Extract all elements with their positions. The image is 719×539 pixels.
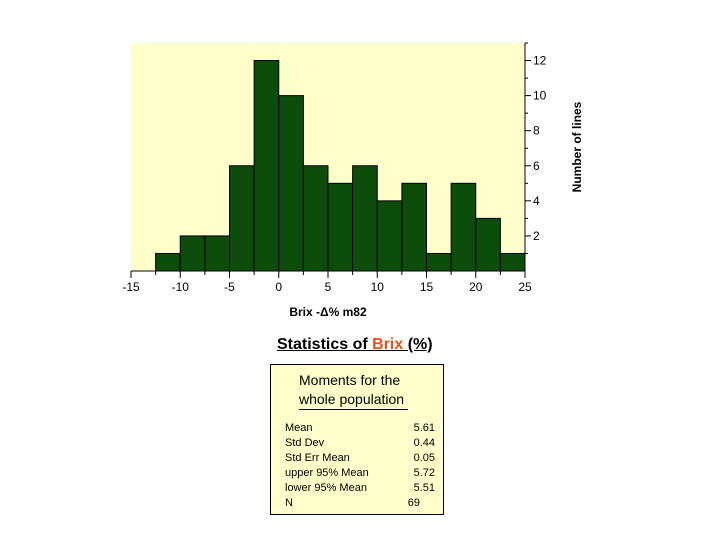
stats-row: lower 95% Mean 5.51	[285, 481, 435, 496]
stats-row: Std Dev 0.44	[285, 436, 435, 451]
x-axis: -15 -10 -5 0 5 10 15 20 25	[122, 270, 532, 294]
x-tick-label: 0	[275, 280, 282, 294]
histogram-bar	[204, 235, 230, 272]
histogram-bar	[401, 182, 427, 272]
stats-row: Std Err Mean 0.05	[285, 451, 435, 466]
stats-value: 5.51	[413, 482, 435, 494]
x-tick-label: 10	[371, 280, 385, 294]
stats-label: upper 95% Mean	[285, 467, 369, 479]
y-axis: 2 4 6 8 10 12	[524, 42, 547, 271]
x-axis-title: Brix -Δ% m82	[289, 305, 367, 319]
y-tick-label: 8	[533, 124, 540, 138]
histogram-bar	[426, 252, 452, 272]
stats-heading-suffix: (%)	[403, 336, 433, 353]
y-tick-label: 4	[533, 194, 540, 208]
x-tick-label: 25	[518, 280, 532, 294]
moments-title-line2: whole population	[299, 390, 409, 410]
x-tick-label: -10	[172, 280, 190, 294]
histogram-bar	[155, 252, 181, 272]
histogram-bar	[179, 235, 206, 272]
stats-value: 5.72	[413, 467, 435, 479]
stats-value: 0.05	[413, 452, 435, 464]
stats-label: Std Dev	[285, 437, 325, 449]
stats-heading: Statistics of Brix (%)	[277, 335, 433, 355]
histogram-bar	[499, 252, 526, 272]
moments-title-line1: Moments for the	[299, 372, 401, 388]
x-tick-label: -5	[224, 280, 235, 294]
stats-label: lower 95% Mean	[285, 482, 367, 494]
stats-value: 69	[407, 497, 420, 509]
y-tick-label: 12	[533, 54, 547, 68]
histogram-bar	[253, 60, 280, 272]
histogram-bar	[376, 200, 403, 272]
stats-heading-prefix: Statistics of	[277, 336, 373, 353]
stats-value: 5.61	[413, 422, 435, 434]
x-tick-label: 15	[420, 280, 434, 294]
y-tick-label: 6	[533, 159, 540, 173]
y-axis-title: Number of lines	[570, 101, 584, 192]
histogram-chart: -15 -10 -5 0 5 10 15 20 25 2 4 6 8 10 12 Brix -Δ% m82…	[122, 42, 584, 319]
y-tick-label: 10	[533, 89, 547, 103]
y-tick-label: 2	[533, 229, 540, 243]
histogram-bar	[352, 165, 378, 272]
histogram-bar	[278, 95, 304, 272]
histogram-bar	[475, 217, 501, 272]
x-tick-label: 5	[325, 280, 332, 294]
histogram-bar	[327, 182, 354, 272]
histogram-bar	[302, 165, 329, 272]
stats-box: Moments for the whole population Mean 5.…	[270, 364, 444, 515]
histogram-bars	[155, 60, 526, 272]
histogram-bar	[450, 182, 477, 272]
stats-row: upper 95% Mean 5.72	[285, 466, 435, 481]
stats-label: Std Err Mean	[285, 452, 350, 464]
stats-label: N	[285, 497, 293, 509]
x-tick-label: -15	[122, 280, 140, 294]
stats-label: Mean	[285, 422, 313, 434]
x-tick-label: 20	[469, 280, 483, 294]
stats-row: N 69	[285, 496, 435, 511]
histogram-bar	[229, 165, 255, 272]
stats-value: 0.44	[413, 437, 435, 449]
stats-heading-highlight: Brix	[372, 336, 404, 353]
moments-title: Moments for the whole population	[299, 371, 439, 410]
stats-row: Mean 5.61	[285, 421, 435, 436]
